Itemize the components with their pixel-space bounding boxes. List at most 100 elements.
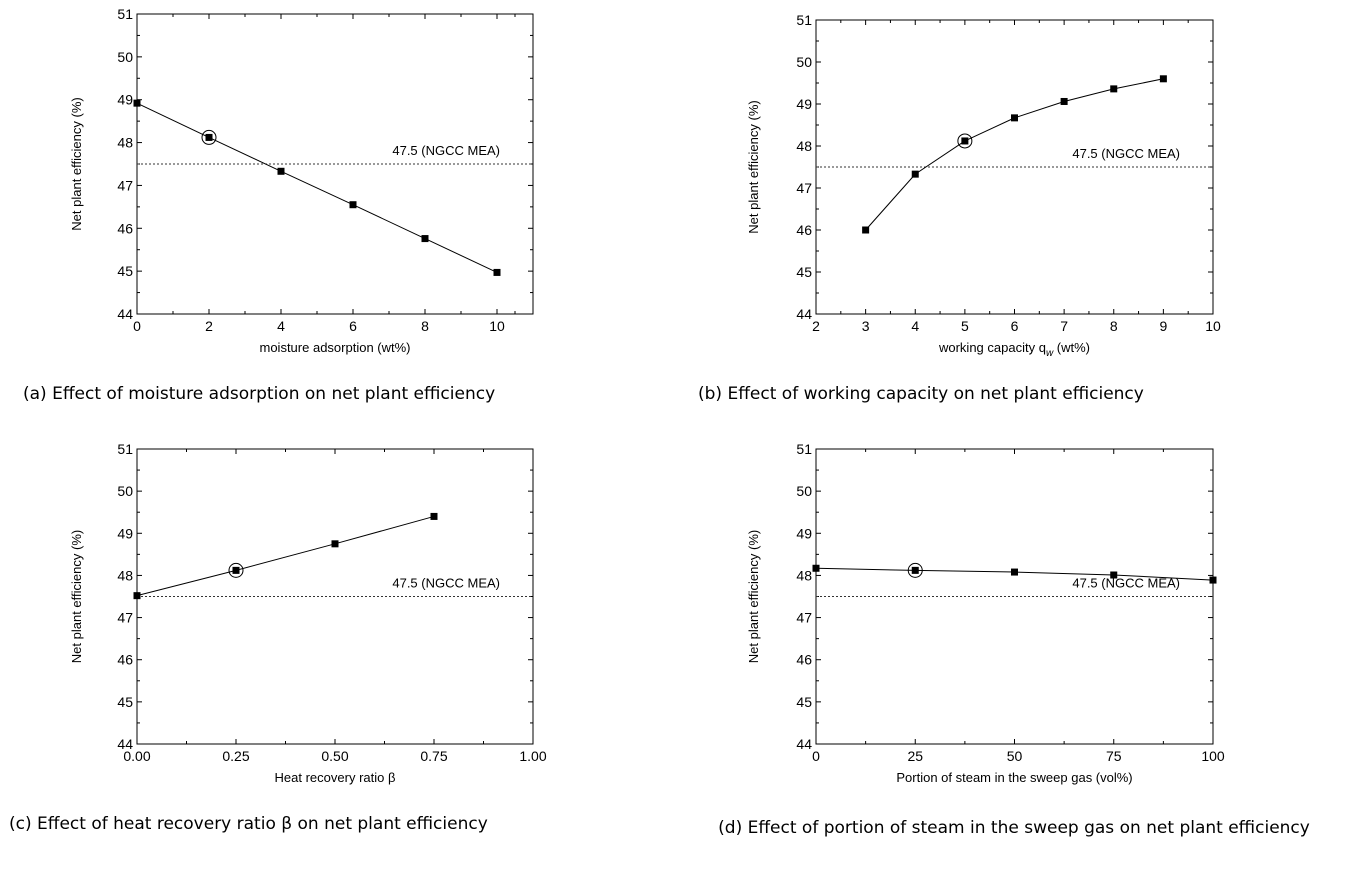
highlight-circle — [201, 129, 217, 145]
series-line — [136, 102, 498, 273]
x-tick-label: 100 — [1201, 748, 1225, 764]
highlight-circle — [907, 562, 923, 578]
data-point — [331, 540, 339, 548]
y-tick-label: 47 — [796, 610, 812, 626]
caption-d: (d) Effect of portion of steam in the sw… — [718, 818, 1310, 838]
x-tick-label: 5 — [961, 318, 969, 334]
y-tick-label: 46 — [117, 220, 133, 236]
reference-label: 47.5 (NGCC MEA) — [392, 576, 500, 591]
x-tick-label: 2 — [205, 318, 213, 334]
data-point — [1159, 75, 1167, 83]
x-tick-label: 10 — [489, 318, 505, 334]
y-tick-label: 48 — [117, 135, 133, 151]
y-tick-label: 49 — [117, 525, 133, 541]
y-tick-label: 50 — [117, 483, 133, 499]
data-point — [961, 137, 969, 145]
x-tick-label: 4 — [911, 318, 919, 334]
x-tick-label: 6 — [1011, 318, 1019, 334]
y-tick-label: 45 — [117, 263, 133, 279]
y-tick-label: 49 — [117, 92, 133, 108]
y-tick-label: 48 — [117, 567, 133, 583]
y-tick-label: 49 — [796, 525, 812, 541]
reference-label: 47.5 (NGCC MEA) — [392, 143, 500, 158]
data-point — [277, 167, 285, 175]
data-point — [430, 512, 438, 520]
y-tick-label: 48 — [796, 138, 812, 154]
caption-a: (a) Effect of moisture adsorption on net… — [23, 384, 496, 404]
y-axis-label: Net plant efficiency (%) — [69, 97, 84, 230]
y-tick-label: 51 — [796, 441, 812, 457]
x-tick-label: 0.00 — [123, 748, 150, 764]
y-axis-label: Net plant efficiency (%) — [746, 100, 761, 233]
data-point — [1110, 85, 1118, 93]
x-tick-label: 10 — [1205, 318, 1221, 334]
x-tick-label: 0 — [812, 748, 820, 764]
reference-label: 47.5 (NGCC MEA) — [1072, 146, 1180, 161]
x-tick-label: 0.25 — [222, 748, 249, 764]
y-tick-label: 47 — [117, 177, 133, 193]
data-point — [1209, 576, 1217, 584]
y-tick-label: 44 — [796, 306, 812, 322]
highlight-circle — [228, 562, 244, 578]
x-axis-label: working capacity qw (wt%) — [938, 340, 1090, 359]
x-tick-label: 8 — [421, 318, 429, 334]
y-tick-label: 47 — [796, 180, 812, 196]
y-axis-label: Net plant efficiency (%) — [746, 530, 761, 663]
x-tick-label: 0.50 — [321, 748, 348, 764]
data-point — [1011, 568, 1018, 576]
y-tick-label: 46 — [796, 222, 812, 238]
x-tick-label: 0 — [133, 318, 141, 334]
x-tick-label: 25 — [907, 748, 923, 764]
data-point — [493, 268, 501, 276]
chart-d: 44 45 46 47 48 49 50 51 0 25 50 75 100 47.5 (NGCC MEA… — [746, 441, 1225, 785]
y-tick-label: 45 — [796, 694, 812, 710]
x-tick-label: 7 — [1060, 318, 1068, 334]
data-point — [1110, 571, 1118, 579]
reference-label: 47.5 (NGCC MEA) — [1072, 576, 1180, 591]
y-tick-label: 44 — [117, 736, 133, 752]
data-point — [812, 564, 820, 572]
y-tick-label: 51 — [117, 441, 133, 457]
data-point — [232, 566, 240, 574]
y-tick-label: 46 — [117, 652, 133, 668]
y-tick-label: 51 — [796, 12, 812, 28]
x-tick-label: 75 — [1106, 748, 1122, 764]
y-tick-label: 44 — [796, 736, 812, 752]
data-point — [911, 170, 919, 178]
y-tick-label: 51 — [117, 6, 133, 22]
x-axis-label: Heat recovery ratio β — [275, 770, 396, 785]
x-tick-label: 2 — [812, 318, 820, 334]
y-tick-label: 48 — [796, 567, 812, 583]
caption-c: (c) Effect of heat recovery ratio β on n… — [9, 814, 488, 834]
data-point — [205, 133, 213, 141]
y-tick-label: 50 — [796, 54, 812, 70]
x-tick-label: 6 — [349, 318, 357, 334]
data-point — [133, 99, 141, 107]
x-tick-label: 1.00 — [519, 748, 546, 764]
x-tick-label: 50 — [1007, 748, 1023, 764]
data-point — [911, 566, 919, 574]
chart-c: 44 45 46 47 48 49 50 51 0.00 0.25 0.50 0.75 1.00 47.5… — [69, 441, 547, 785]
y-tick-label: 47 — [117, 610, 133, 626]
y-tick-label: 44 — [117, 306, 133, 322]
data-point — [421, 235, 429, 243]
y-tick-label: 45 — [117, 694, 133, 710]
y-tick-label: 46 — [796, 652, 812, 668]
y-axis-label: Net plant efficiency (%) — [69, 530, 84, 663]
y-tick-label: 50 — [117, 49, 133, 65]
data-point — [1011, 114, 1018, 122]
y-tick-label: 49 — [796, 96, 812, 112]
highlight-circle — [957, 133, 973, 149]
data-point — [1060, 97, 1068, 105]
x-axis-label: Portion of steam in the sweep gas (vol%) — [896, 770, 1132, 785]
series-line — [136, 515, 435, 597]
caption-b: (b) Effect of working capacity on net pl… — [698, 384, 1144, 404]
x-tick-label: 8 — [1110, 318, 1118, 334]
x-tick-label: 4 — [277, 318, 285, 334]
y-tick-label: 50 — [796, 483, 812, 499]
y-tick-label: 45 — [796, 264, 812, 280]
x-tick-label: 0.75 — [420, 748, 447, 764]
data-point — [349, 201, 357, 209]
